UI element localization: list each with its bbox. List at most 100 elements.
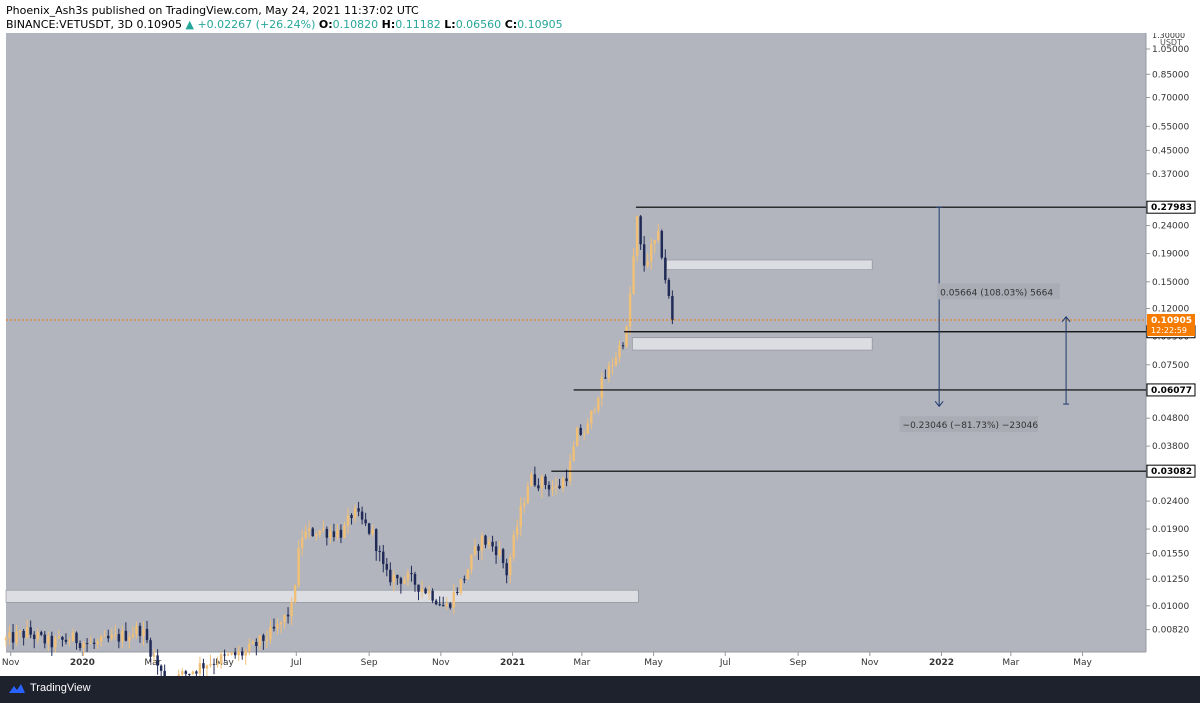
level-price-tag	[1146, 464, 1196, 478]
candle-down	[188, 673, 191, 675]
candle-down	[664, 257, 667, 281]
candle-up	[191, 671, 195, 674]
candle-down	[156, 655, 159, 666]
candle-up	[646, 261, 649, 266]
candle-up	[283, 614, 286, 623]
time-tick-label: Sep	[361, 658, 378, 668]
tradingview-brand: TradingView	[30, 682, 91, 694]
publisher-line: Phoenix_Ash3s published on TradingView.c…	[6, 4, 419, 17]
candle-down	[505, 563, 508, 576]
candle-up	[452, 591, 456, 608]
candle-down	[332, 531, 336, 538]
time-tick-label: Mar	[573, 658, 590, 668]
support-resistance-zone	[632, 337, 873, 351]
time-tick-label: Mar	[1002, 658, 1019, 668]
candle-up	[346, 515, 350, 526]
time-tick-label: Sep	[790, 658, 807, 668]
candle-up	[470, 554, 473, 570]
candle-down	[240, 651, 244, 656]
candle-down	[396, 574, 399, 579]
candle-up	[293, 585, 297, 602]
level-price-tag	[1146, 200, 1196, 214]
candle-up	[142, 628, 145, 636]
candle-down	[255, 642, 258, 647]
footer-bar: TradingView	[0, 676, 1200, 703]
time-tick-label: 2021	[500, 658, 525, 668]
candle-down	[339, 529, 343, 538]
time-tick-label: Nov	[861, 658, 879, 668]
candle-up	[121, 630, 124, 642]
candle-up	[128, 636, 131, 641]
candle-up	[152, 655, 156, 657]
candle-down	[145, 628, 149, 641]
candle-countdown: 12:22:59	[1151, 326, 1187, 335]
price-tick-label: 0.37000	[1152, 170, 1189, 180]
price-tick-label: 0.01900	[1152, 525, 1189, 535]
candle-down	[149, 640, 152, 657]
level-price-tag	[1146, 383, 1196, 397]
candle-down	[491, 541, 494, 547]
candle-up	[445, 603, 448, 606]
candle-down	[350, 515, 353, 518]
price-tick-label: 0.15000	[1152, 278, 1189, 288]
candle-up	[459, 579, 463, 593]
candle-up	[575, 427, 579, 447]
candle-down	[212, 663, 216, 665]
candle-up	[427, 590, 431, 594]
price-tick-label: 0.00820	[1152, 626, 1189, 636]
candle-up	[237, 651, 240, 656]
candle-down	[441, 605, 445, 607]
candle-up	[276, 624, 279, 629]
candle-down	[547, 485, 551, 490]
candle-up	[406, 573, 410, 580]
candle-up	[516, 526, 519, 536]
candle-down	[449, 603, 452, 608]
candle-up	[8, 632, 11, 639]
candle-up	[4, 638, 8, 641]
symbol-name[interactable]: BINANCE:VETUSDT, 3D	[6, 18, 133, 31]
candle-up	[226, 654, 230, 656]
candle-up	[322, 528, 325, 531]
time-tick-label: Mar	[144, 658, 161, 668]
candle-down	[434, 600, 438, 605]
candle-down	[40, 632, 43, 635]
candle-up	[530, 474, 533, 487]
candle-down	[64, 639, 68, 642]
price-tick-label: 0.03800	[1152, 442, 1189, 452]
candle-up	[209, 663, 212, 666]
tradingview-logo[interactable]: TradingView	[8, 682, 91, 694]
price-tick-label: 0.01250	[1152, 575, 1189, 585]
candle-up	[244, 651, 247, 656]
candle-up	[279, 622, 283, 625]
candle-up	[600, 377, 604, 398]
candle-down	[163, 670, 166, 676]
candle-up	[540, 476, 544, 489]
candle-down	[124, 630, 128, 641]
candle-down	[11, 632, 15, 643]
candle-down	[202, 663, 205, 669]
candle-up	[572, 446, 575, 462]
candle-down	[579, 427, 582, 435]
low-label: L:	[444, 18, 456, 31]
candle-down	[360, 511, 364, 520]
candle-up	[177, 674, 180, 676]
candle-up	[300, 537, 304, 548]
candle-down	[195, 671, 198, 674]
candle-up	[57, 636, 61, 639]
candle-up	[657, 230, 660, 241]
price-change: ▲ +0.02267 (+26.24%)	[185, 18, 316, 31]
candle-up	[519, 505, 522, 527]
time-tick-label: Jul	[290, 658, 302, 668]
candle-down	[78, 643, 82, 649]
time-tick-label: Nov	[2, 658, 20, 668]
candle-up	[110, 634, 114, 639]
candle-down	[272, 626, 276, 629]
candle-down	[117, 634, 121, 642]
candle-down	[642, 244, 646, 266]
last-price-label: 0.10905	[1151, 316, 1192, 326]
candle-up	[230, 652, 233, 655]
candle-down	[378, 551, 381, 553]
candle-up	[135, 625, 138, 635]
candle-down	[413, 573, 417, 585]
